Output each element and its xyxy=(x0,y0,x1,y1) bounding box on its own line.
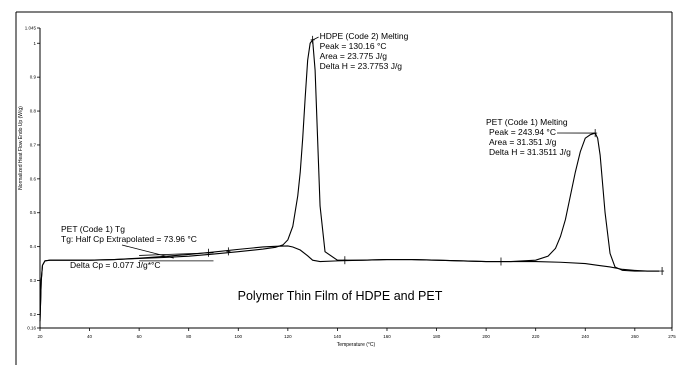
y-tick-label: 0.8 xyxy=(30,109,37,114)
annotation-hdpe-line-2: Peak = 130.16 °C xyxy=(320,41,387,51)
x-tick-label: 180 xyxy=(433,334,441,339)
x-axis-label: Temperature (°C) xyxy=(337,342,376,348)
annotation-pet-melt-line-1: PET (Code 1) Melting xyxy=(486,117,568,127)
series-line-2 xyxy=(39,245,660,322)
x-tick-label: 240 xyxy=(581,334,589,339)
annotation-hdpe-line-4: Delta H = 23.7753 J/g xyxy=(320,61,403,71)
y-tick-label: 1.045 xyxy=(25,26,37,31)
y-tick-label: 0.4 xyxy=(30,244,37,249)
annotation-pet-tg-leader xyxy=(121,244,174,259)
annotation-pet-melt-line-4: Delta H = 31.3511 J/g xyxy=(489,147,571,157)
y-axis-label: Normalized Heat Flow Endo Up (W/g) xyxy=(18,106,24,190)
series-line-1 xyxy=(39,38,660,322)
y-tick-label: 0.6 xyxy=(30,176,37,181)
x-tick-label: 40 xyxy=(87,334,93,339)
annotation-pet-melt-line-3: Area = 31.351 J/g xyxy=(489,137,557,147)
tangent-line-2 xyxy=(139,252,214,256)
x-tick-label: 120 xyxy=(284,334,292,339)
x-tick-label: 140 xyxy=(334,334,342,339)
annotation-pet-melt-line-2: Peak = 243.94 °C xyxy=(489,127,556,137)
y-tick-label: 0.9 xyxy=(30,75,37,80)
x-tick-label: 60 xyxy=(137,334,143,339)
annotation-hdpe-leader xyxy=(312,36,319,41)
x-tick-label: 20 xyxy=(37,334,43,339)
annotation-pet-tg-line-1: PET (Code 1) Tg xyxy=(61,224,125,234)
annotation-pet-tg-line-2: Tg: Half Cp Extrapolated = 73.96 °C xyxy=(61,234,197,244)
x-tick-label: 160 xyxy=(383,334,391,339)
y-tick-label: 0.5 xyxy=(30,210,37,215)
x-tick-label: 100 xyxy=(235,334,243,339)
annotation-hdpe-line-3: Area = 23.775 J/g xyxy=(320,51,388,61)
chart-title: Polymer Thin Film of HDPE and PET xyxy=(238,289,443,303)
x-tick-label: 220 xyxy=(532,334,540,339)
x-tick-label: 260 xyxy=(631,334,639,339)
y-tick-label: 0.3 xyxy=(30,278,37,283)
annotation-hdpe-line-1: HDPE (Code 2) Melting xyxy=(320,31,409,41)
y-tick-label: 0.7 xyxy=(30,142,37,147)
x-tick-label: 200 xyxy=(482,334,490,339)
annotation-delta-cp: Delta Cp = 0.077 J/g*°C xyxy=(70,260,161,270)
y-tick-label: 1 xyxy=(33,41,36,46)
x-tick-label: 80 xyxy=(186,334,192,339)
x-tick-label: 275 xyxy=(668,334,676,339)
y-tick-label: 0.16 xyxy=(27,326,36,331)
y-tick-label: 0.2 xyxy=(30,312,37,317)
